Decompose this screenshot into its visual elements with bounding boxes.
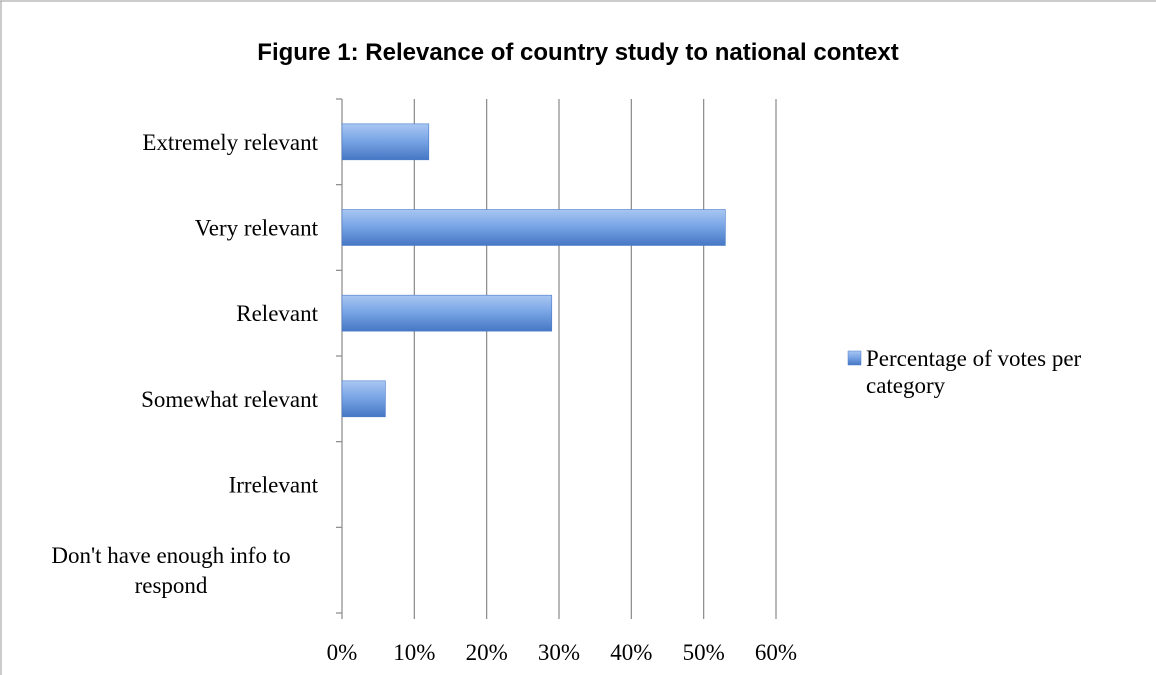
category-label: Extremely relevant (142, 130, 318, 155)
category-label: Don't have enough info to (51, 543, 290, 568)
x-tick-label: 50% (683, 640, 725, 665)
category-label: Somewhat relevant (141, 387, 319, 412)
axes (336, 98, 777, 619)
category-labels: Extremely relevant Very relevant Relevant S… (51, 130, 318, 598)
x-tick-label: 40% (610, 640, 652, 665)
category-label: Very relevant (195, 216, 319, 241)
x-tick-label: 20% (466, 640, 508, 665)
bars (341, 123, 726, 418)
legend-swatch (847, 350, 862, 366)
bar (341, 294, 553, 332)
bar (341, 380, 386, 418)
legend-label-line-2: category (866, 373, 946, 398)
bar (341, 209, 726, 246)
category-label: respond (135, 573, 208, 598)
x-tick-labels: 0% 10% 20% 30% 40% 50% 60% (327, 640, 797, 665)
x-tick-label: 60% (755, 640, 797, 665)
category-label: Relevant (236, 301, 318, 326)
category-label: Irrelevant (229, 473, 319, 498)
legend-label-line-1: Percentage of votes per (866, 346, 1082, 371)
x-tick-label: 30% (538, 640, 580, 665)
bar (341, 123, 430, 161)
x-tick-label: 10% (393, 640, 435, 665)
x-tick-label: 0% (327, 640, 358, 665)
legend: Percentage of votes per category (847, 346, 1082, 398)
chart-title: Figure 1: Relevance of country study to … (257, 39, 898, 66)
gridlines (413, 99, 777, 613)
